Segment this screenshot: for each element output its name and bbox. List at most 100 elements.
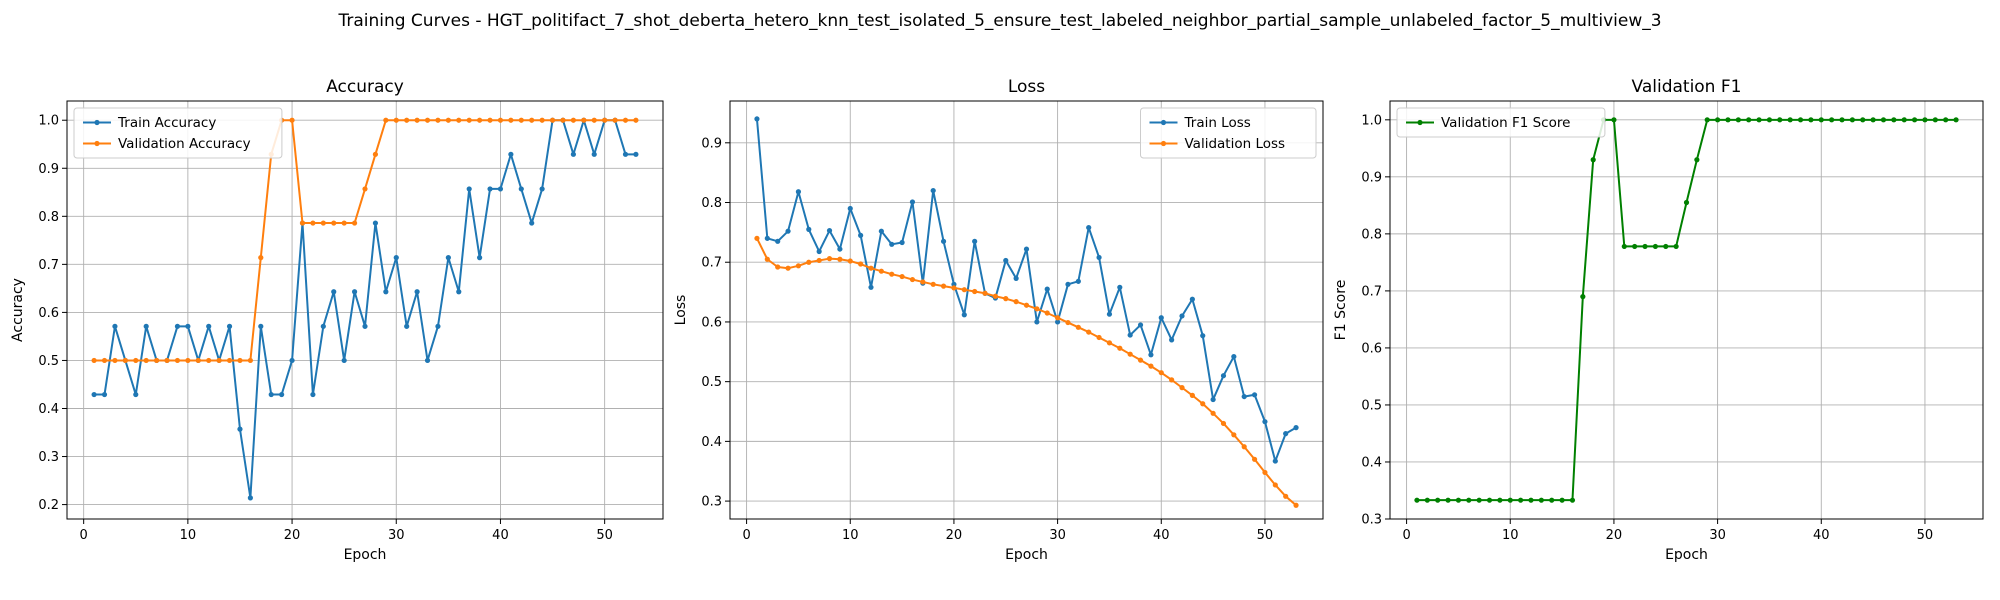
y-tick-label: 0.3 xyxy=(701,495,722,510)
data-point-validation-accuracy xyxy=(466,117,472,123)
y-tick-label: 1.0 xyxy=(38,114,59,129)
data-point-validation-accuracy xyxy=(133,357,139,364)
data-point-validation-accuracy xyxy=(247,357,253,364)
data-point-train-loss xyxy=(826,227,833,234)
data-point-validation-accuracy xyxy=(372,151,379,157)
data-point-validation-accuracy xyxy=(456,117,462,123)
data-point-validation-accuracy xyxy=(404,117,410,123)
data-point-validation-accuracy xyxy=(622,117,629,123)
data-point-validation-loss xyxy=(1127,351,1133,357)
x-tick-label: 40 xyxy=(492,528,509,543)
data-point-validation-loss xyxy=(826,256,833,262)
data-point-validation-loss xyxy=(1117,345,1123,351)
x-tick-label: 30 xyxy=(1709,528,1726,543)
data-point-train-accuracy xyxy=(237,426,243,432)
x-tick-label: 0 xyxy=(1402,528,1410,543)
data-point-validation-loss xyxy=(1044,310,1050,316)
data-point-validation-accuracy xyxy=(581,117,587,123)
data-point-validation-loss xyxy=(961,287,967,293)
data-point-validation-loss xyxy=(785,265,791,271)
panel-title: Validation F1 xyxy=(1632,77,1742,97)
x-tick-label: 10 xyxy=(180,528,197,543)
y-tick-label: 0.7 xyxy=(1361,284,1382,299)
data-point-train-loss xyxy=(1055,319,1061,325)
data-point-train-loss xyxy=(1169,337,1175,343)
data-point-validation-loss xyxy=(1272,482,1278,488)
data-point-validation-f1-score xyxy=(1932,117,1938,123)
data-point-train-loss xyxy=(806,226,812,232)
data-point-train-loss xyxy=(951,281,957,287)
axes-frame xyxy=(729,100,1324,520)
data-point-validation-f1-score xyxy=(1590,157,1596,163)
data-point-validation-loss xyxy=(1179,385,1185,391)
data-point-train-accuracy xyxy=(310,391,316,398)
data-point-validation-f1-score xyxy=(1632,243,1638,250)
x-tick-label: 50 xyxy=(1917,528,1934,543)
data-point-validation-accuracy xyxy=(299,220,306,226)
data-point-validation-accuracy xyxy=(539,117,545,123)
data-point-validation-loss xyxy=(1210,410,1216,416)
data-point-train-accuracy xyxy=(226,323,233,329)
data-point-train-accuracy xyxy=(320,323,326,329)
data-point-train-accuracy xyxy=(185,323,191,329)
data-point-validation-f1-score xyxy=(1528,497,1534,503)
data-point-validation-loss xyxy=(1055,315,1061,321)
x-tick-label: 20 xyxy=(946,528,963,543)
data-point-validation-accuracy xyxy=(101,357,108,364)
data-point-validation-f1-score xyxy=(1445,497,1451,503)
y-tick-label: 0.4 xyxy=(1361,455,1382,470)
data-point-train-loss xyxy=(1251,392,1258,398)
data-point-validation-loss xyxy=(1220,420,1227,427)
data-point-train-loss xyxy=(1210,396,1216,403)
y-tick-label: 0.6 xyxy=(701,315,722,330)
data-point-validation-accuracy xyxy=(185,357,191,364)
data-point-train-loss xyxy=(1075,278,1081,284)
data-point-train-loss xyxy=(1013,275,1019,281)
data-point-validation-f1-score xyxy=(1549,497,1555,503)
legend-entry-validation-loss: Validation Loss xyxy=(1185,136,1286,152)
data-point-validation-loss xyxy=(1241,444,1247,450)
data-point-train-loss xyxy=(972,238,978,244)
data-point-validation-loss xyxy=(1200,401,1206,407)
data-point-train-loss xyxy=(837,246,843,252)
data-point-validation-accuracy xyxy=(633,117,639,123)
data-point-train-accuracy xyxy=(456,289,462,295)
x-tick-label: 30 xyxy=(1049,528,1066,543)
data-point-validation-accuracy xyxy=(497,117,504,123)
data-point-validation-f1-score xyxy=(1901,117,1907,123)
data-point-train-accuracy xyxy=(101,391,108,398)
data-point-train-loss xyxy=(858,232,864,238)
data-point-validation-f1-score xyxy=(1922,117,1928,123)
x-tick-label: 20 xyxy=(284,528,301,543)
data-point-validation-loss xyxy=(1075,324,1081,330)
data-point-validation-loss xyxy=(1013,299,1019,305)
data-point-validation-loss xyxy=(1283,493,1289,499)
data-point-validation-accuracy xyxy=(383,117,389,123)
data-point-validation-loss xyxy=(1293,502,1299,508)
data-point-validation-accuracy xyxy=(237,357,243,364)
data-point-validation-f1-score xyxy=(1704,117,1710,123)
data-point-train-accuracy xyxy=(143,323,149,329)
data-point-train-loss xyxy=(847,205,853,212)
x-axis-label: Epoch xyxy=(344,547,387,563)
data-point-validation-f1-score xyxy=(1715,117,1721,123)
legend-box xyxy=(1396,107,1606,138)
data-point-validation-loss xyxy=(1106,340,1113,346)
y-tick-label: 0.2 xyxy=(38,498,59,513)
data-point-validation-f1-score xyxy=(1839,117,1845,123)
data-point-train-loss xyxy=(1117,284,1123,290)
data-point-validation-accuracy xyxy=(154,357,160,364)
y-tick-label: 0.8 xyxy=(1361,227,1382,242)
data-point-validation-f1-score xyxy=(1818,117,1824,123)
x-tick-label: 50 xyxy=(1257,528,1274,543)
data-point-validation-accuracy xyxy=(320,220,326,226)
chart-panels: 0 10 20 30 40 50 0.2 0.3 0.4 0.5 0.6 0.7 0.8 0.9 1.0 Ac… xyxy=(10,77,1984,563)
data-point-train-loss xyxy=(1044,286,1050,292)
x-tick-label: 0 xyxy=(742,528,750,543)
data-point-validation-loss xyxy=(878,268,884,274)
data-point-train-loss xyxy=(1106,311,1113,317)
x-tick-label: 0 xyxy=(80,528,88,543)
y-tick-label: 0.5 xyxy=(1361,398,1382,413)
data-point-train-accuracy xyxy=(529,220,535,226)
